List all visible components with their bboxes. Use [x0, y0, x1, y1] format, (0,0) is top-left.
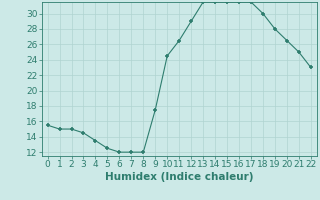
X-axis label: Humidex (Indice chaleur): Humidex (Indice chaleur) — [105, 172, 253, 182]
